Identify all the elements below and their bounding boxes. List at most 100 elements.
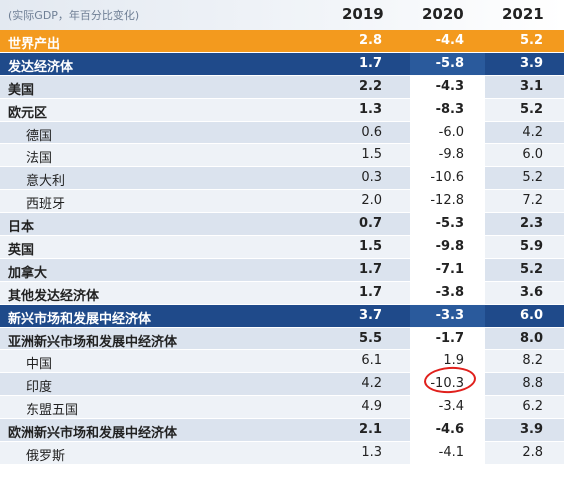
- row-background: [485, 419, 564, 442]
- row-background: [0, 190, 410, 213]
- row-background: [485, 30, 564, 52]
- value-2021: 8.8: [522, 376, 543, 392]
- table-row: 法国 1.5 -9.8 6.0: [0, 144, 564, 168]
- value-2019: 3.7: [358, 307, 382, 323]
- row-background: [485, 121, 564, 144]
- row-background: [485, 258, 564, 281]
- value-2021: 3.1: [519, 78, 543, 94]
- row-label: 法国: [26, 151, 53, 167]
- row-background: [410, 373, 485, 396]
- value-2021: 5.2: [519, 33, 543, 48]
- value-2019: 1.5: [361, 147, 382, 163]
- row-background: [485, 144, 564, 167]
- row-background: [485, 167, 564, 190]
- row-label: 印度: [26, 380, 53, 396]
- row-background: [485, 304, 564, 327]
- row-background: [410, 52, 485, 75]
- row-label: 加拿大: [8, 265, 48, 281]
- row-background: [0, 350, 410, 373]
- row-label: 日本: [8, 220, 35, 236]
- row-background: [0, 442, 410, 464]
- row-background: [410, 304, 485, 327]
- table-row: 英国 1.5 -9.8 5.9: [0, 236, 564, 259]
- value-2019: 0.6: [361, 124, 382, 140]
- row-label: 亚洲新兴市场和发展中经济体: [8, 334, 178, 350]
- table-row: 加拿大 1.7 -7.1 5.2: [0, 258, 564, 282]
- value-2020: -5.8: [435, 55, 464, 71]
- row-label: 欧洲新兴市场和发展中经济体: [8, 426, 178, 442]
- row-background: [0, 213, 410, 236]
- table-row: 世界产出 2.8 -4.4 5.2: [0, 30, 564, 53]
- value-2019: 2.8: [358, 33, 382, 48]
- row-background: [485, 98, 564, 121]
- row-label: 世界产出: [8, 37, 61, 52]
- gdp-table-body: 世界产出 2.8 -4.4 5.2 发达经济体 1.7 -5.8 3.9 美国 2.2 -4.3 3.…: [0, 30, 564, 465]
- row-label: 新兴市场和发展中经济体: [8, 311, 152, 327]
- row-background: [485, 75, 564, 98]
- value-2020: -5.3: [435, 216, 464, 232]
- row-background: [410, 121, 485, 144]
- row-background: [410, 213, 485, 236]
- row-label: 东盟五国: [26, 403, 79, 419]
- row-label: 中国: [26, 357, 53, 373]
- row-background: [0, 281, 410, 304]
- table-row: 俄罗斯 1.3 -4.1 2.8: [0, 442, 564, 465]
- row-background: [0, 373, 410, 396]
- value-2021: 5.2: [519, 101, 543, 117]
- value-2021: 2.3: [519, 216, 543, 232]
- row-background: [0, 30, 410, 52]
- table-subtitle: (实际GDP，年百分比变化): [8, 9, 140, 22]
- row-background: [410, 350, 485, 373]
- value-2020: -4.1: [438, 445, 464, 461]
- value-2021: 5.9: [519, 239, 543, 255]
- value-2019: 2.2: [358, 78, 382, 94]
- row-background: [410, 190, 485, 213]
- value-2020: -4.3: [435, 78, 464, 94]
- row-label: 英国: [8, 243, 35, 259]
- row-background: [410, 396, 485, 419]
- row-background: [485, 442, 564, 464]
- table-row: 东盟五国 4.9 -3.4 6.2: [0, 396, 564, 420]
- value-2020: 1.9: [443, 353, 464, 369]
- row-background: [0, 75, 410, 98]
- value-2020: -9.8: [438, 147, 464, 163]
- value-2019: 1.3: [361, 445, 382, 461]
- table-row: 欧洲新兴市场和发展中经济体 2.1 -4.6 3.9: [0, 419, 564, 443]
- row-background: [0, 304, 410, 327]
- row-label: 西班牙: [26, 197, 66, 213]
- value-2019: 4.9: [361, 399, 382, 415]
- value-2021: 3.6: [519, 284, 543, 300]
- value-2021: 6.2: [522, 399, 543, 415]
- value-2021: 8.0: [519, 330, 543, 346]
- table-row: 其他发达经济体 1.7 -3.8 3.6: [0, 281, 564, 305]
- row-background: [410, 144, 485, 167]
- row-background: [0, 98, 410, 121]
- value-2020: -4.6: [435, 422, 464, 438]
- value-2019: 1.7: [358, 261, 382, 277]
- value-2021: 8.2: [522, 353, 543, 369]
- row-label: 发达经济体: [8, 59, 74, 75]
- value-2020: -3.8: [435, 284, 464, 300]
- table-row: 发达经济体 1.7 -5.8 3.9: [0, 52, 564, 76]
- value-2020: -9.8: [435, 239, 464, 255]
- row-background: [410, 327, 485, 350]
- table-row: 印度 4.2 -10.3 8.8: [0, 373, 564, 397]
- value-2020: -7.1: [435, 261, 464, 277]
- row-background: [0, 52, 410, 75]
- value-2020: -4.4: [435, 33, 464, 48]
- value-2019: 1.5: [358, 239, 382, 255]
- row-label: 俄罗斯: [26, 449, 66, 465]
- row-background: [485, 213, 564, 236]
- value-2021: 6.0: [519, 307, 543, 323]
- table-header: (实际GDP，年百分比变化) 2019 2020 2021: [0, 0, 564, 30]
- row-background: [0, 396, 410, 419]
- year-2021-header: 2021: [502, 5, 544, 23]
- value-2021: 3.9: [519, 55, 543, 71]
- value-2019: 2.1: [358, 422, 382, 438]
- value-2021: 4.2: [522, 124, 543, 140]
- value-2019: 1.7: [358, 55, 382, 71]
- row-background: [410, 258, 485, 281]
- value-2020: -10.3: [430, 376, 464, 392]
- row-background: [410, 281, 485, 304]
- value-2019: 0.3: [361, 170, 382, 186]
